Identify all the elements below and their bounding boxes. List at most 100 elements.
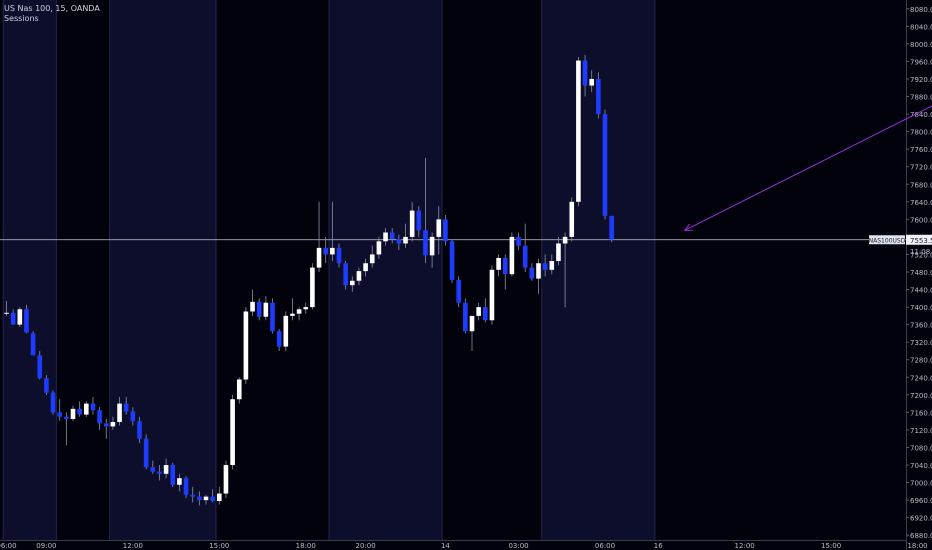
y-tick-label: 7840.0 — [910, 111, 932, 119]
candle-down — [157, 471, 162, 474]
y-tick-label: 7440.0 — [910, 287, 932, 295]
y-tick-label: 7760.0 — [910, 146, 932, 154]
candle-up — [562, 236, 568, 244]
candle-up — [403, 236, 408, 244]
candle-up — [376, 241, 382, 255]
y-tick-label: 7800.0 — [910, 129, 932, 137]
candle-up — [476, 307, 481, 316]
candle-up — [496, 257, 501, 270]
candle-down — [44, 378, 49, 393]
last-price-label: 7553.5 — [910, 237, 932, 245]
x-tick-label: 09:00 — [36, 542, 56, 550]
candle-up — [84, 403, 89, 415]
candle-down — [529, 267, 535, 279]
y-tick-label: 7280.0 — [910, 357, 932, 365]
x-tick-label: 06:00 — [595, 542, 615, 550]
candle-up — [356, 271, 362, 281]
y-tick-label: 7200.0 — [910, 392, 932, 400]
x-tick-label: 06:00 — [0, 542, 17, 550]
candle-up — [569, 201, 575, 237]
candle-down — [596, 78, 601, 115]
candle-down — [90, 403, 96, 411]
session-band — [3, 0, 57, 540]
candle-down — [10, 312, 16, 325]
y-tick-label: 7120.0 — [910, 427, 932, 435]
candle-up — [589, 78, 594, 86]
candle-up — [250, 301, 255, 312]
x-tick-label: 15:00 — [209, 542, 229, 550]
candle-down — [256, 301, 262, 317]
candle-up — [509, 236, 515, 275]
y-tick-label: 7520.0 — [910, 251, 932, 259]
candle-down — [197, 496, 202, 501]
candle-up — [110, 422, 116, 427]
candle-up — [330, 247, 335, 255]
candle-up — [549, 261, 555, 270]
candle-down — [516, 236, 521, 246]
candle-up — [436, 219, 442, 237]
candle-down — [389, 232, 395, 240]
candle-up — [383, 232, 388, 242]
candle-up — [363, 263, 368, 272]
y-tick-label: 7920.0 — [910, 76, 932, 84]
candle-down — [150, 467, 156, 472]
candle-down — [609, 215, 614, 240]
candle-down — [449, 241, 455, 280]
candle-down — [123, 403, 129, 412]
candle-up — [223, 465, 229, 494]
candle-down — [396, 239, 402, 244]
countdown-label: 11:08 — [910, 248, 930, 256]
candle-up — [469, 315, 475, 332]
x-tick-label: 18:00 — [907, 542, 927, 550]
y-tick-label: 7040.0 — [910, 462, 932, 470]
candle-up — [369, 254, 375, 264]
x-tick-label: 15:00 — [821, 542, 841, 550]
x-tick-label: 12:00 — [123, 542, 143, 550]
candle-down — [183, 478, 189, 495]
y-tick-label: 8000.0 — [910, 41, 932, 49]
candle-down — [423, 230, 428, 256]
candle-up — [409, 210, 415, 237]
candle-up — [296, 309, 302, 314]
candle-down — [64, 416, 69, 419]
candle-down — [210, 496, 215, 502]
candle-down — [276, 331, 282, 347]
candle-up — [263, 302, 269, 317]
x-tick-label: 03:00 — [508, 542, 528, 550]
candle-down — [77, 408, 82, 415]
annotation-arrow-head — [683, 223, 693, 231]
y-tick-label: 8040.0 — [910, 23, 932, 31]
y-tick-label: 7960.0 — [910, 58, 932, 66]
y-tick-label: 6960.0 — [910, 497, 932, 505]
candle-up — [236, 379, 242, 400]
candle-down — [103, 423, 109, 427]
y-tick-label: 7400.0 — [910, 304, 932, 312]
x-tick-label: 16 — [654, 542, 663, 550]
candle-up — [4, 312, 9, 314]
candle-down — [463, 302, 468, 332]
candle-down — [522, 245, 528, 268]
candle-down — [343, 263, 348, 286]
candle-up — [290, 313, 295, 316]
candle-up — [350, 280, 355, 286]
candle-down — [97, 410, 102, 424]
candle-up — [163, 465, 169, 474]
candle-down — [143, 438, 149, 468]
y-tick-label: 7880.0 — [910, 94, 932, 102]
candle-up — [117, 403, 122, 423]
candle-up — [243, 311, 249, 380]
candle-down — [336, 247, 342, 264]
candle-up — [576, 60, 581, 202]
candle-down — [582, 60, 588, 86]
candle-down — [170, 465, 176, 485]
y-tick-label: 7080.0 — [910, 444, 932, 452]
candle-down — [24, 309, 29, 333]
candle-down — [456, 279, 461, 303]
symbol-tag — [869, 235, 905, 245]
candle-down — [37, 355, 43, 379]
candle-up — [70, 408, 76, 419]
candle-up — [556, 243, 561, 262]
x-tick-label: 12:00 — [735, 542, 755, 550]
